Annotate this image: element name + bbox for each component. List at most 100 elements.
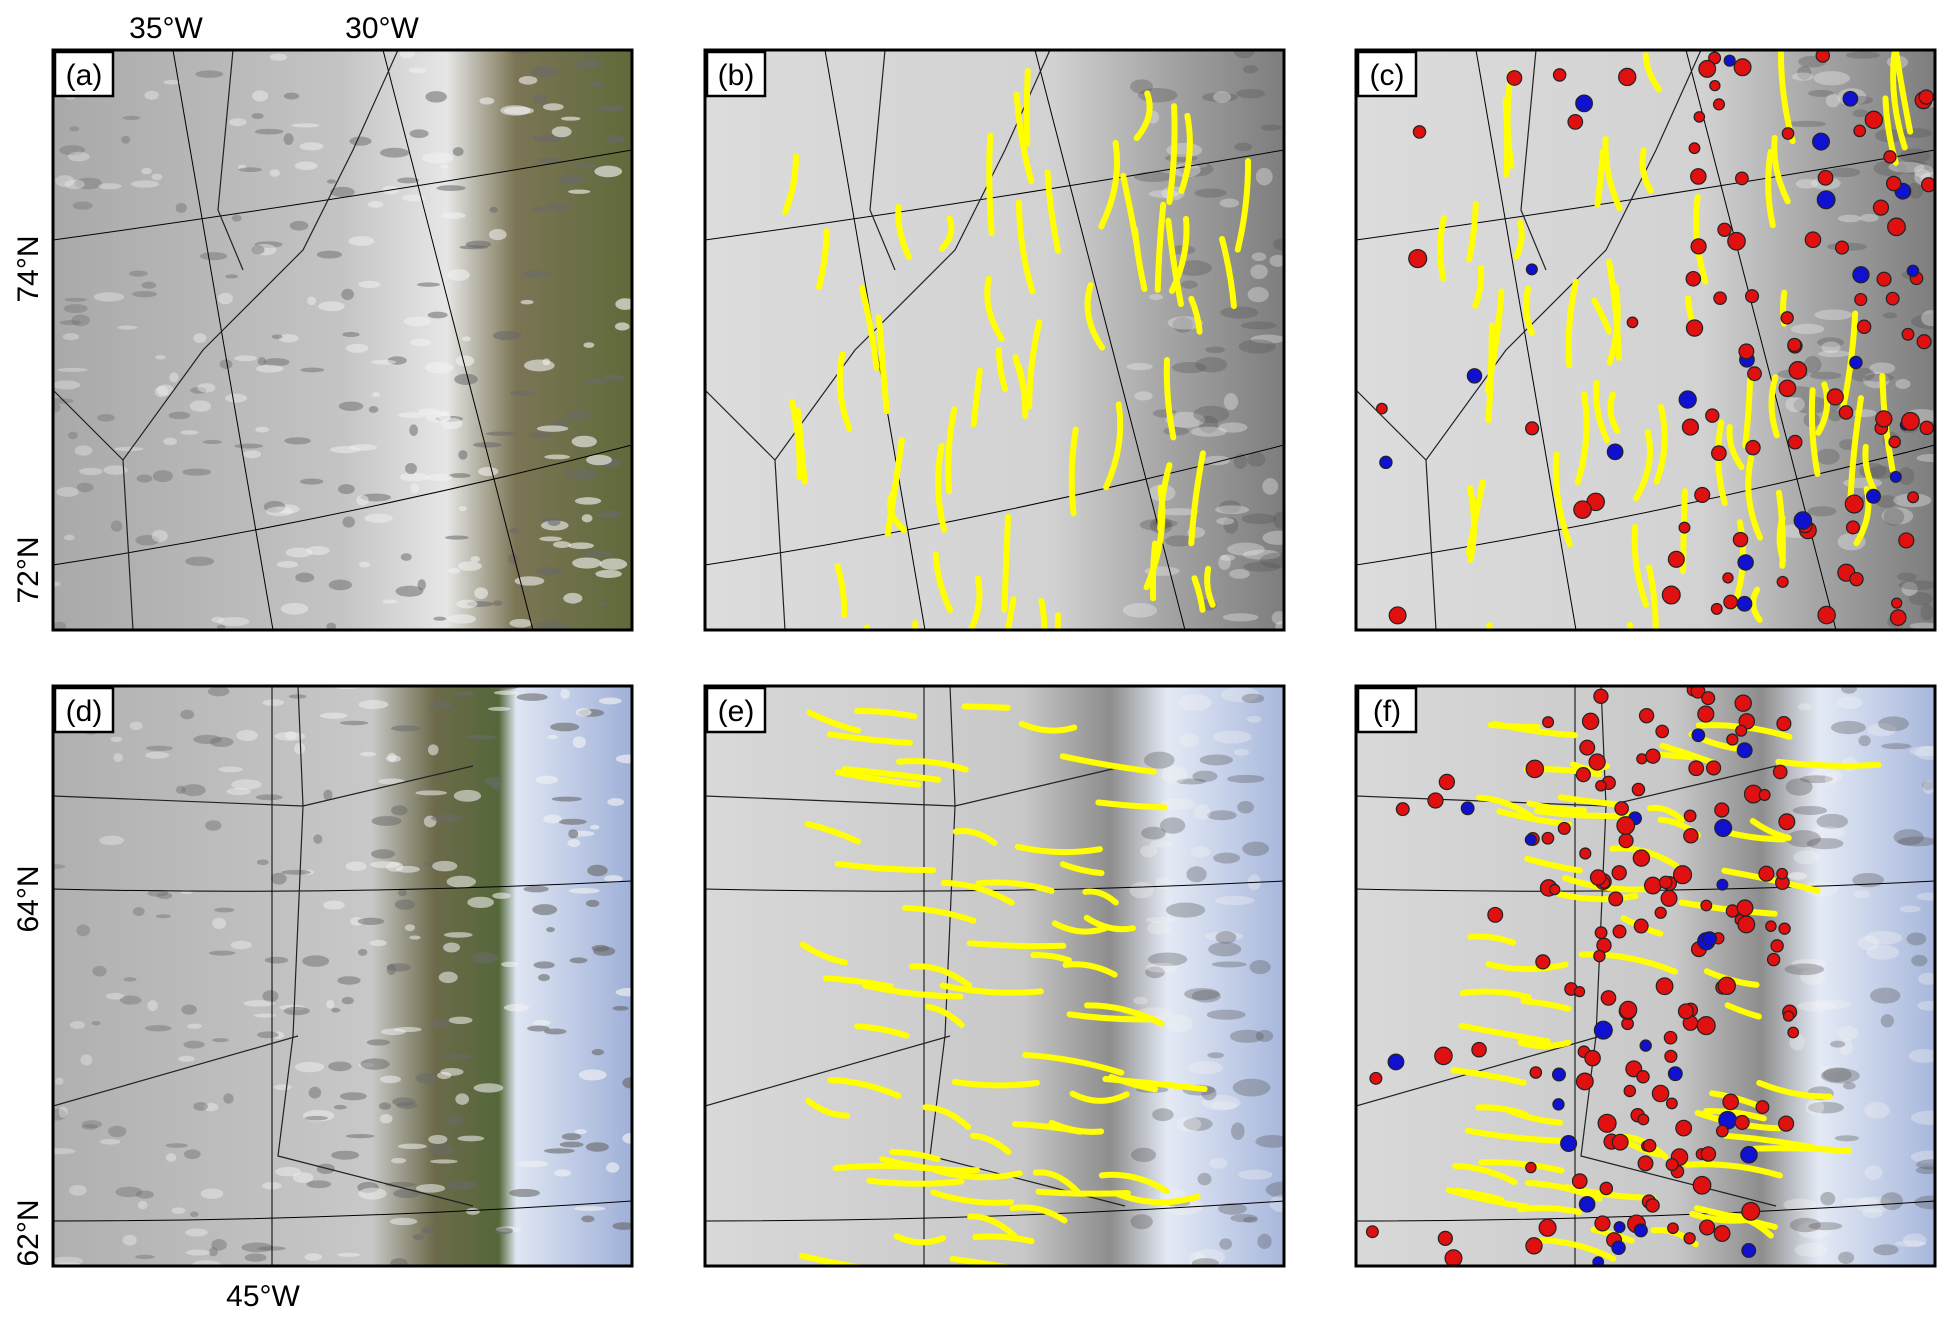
hillshade-texture <box>447 614 477 624</box>
terrain-texture <box>1821 341 1841 354</box>
subglacial-channel <box>875 314 890 415</box>
terrain-texture <box>1139 845 1158 858</box>
lake-marker <box>1714 818 1733 838</box>
lake-marker <box>1901 327 1915 341</box>
hillshade-texture <box>599 558 628 570</box>
hillshade-texture <box>551 796 583 802</box>
hillshade-texture <box>535 775 559 784</box>
lake-marker <box>1733 58 1752 77</box>
hillshade-texture <box>447 269 470 281</box>
hillshade-texture <box>157 892 173 900</box>
hillshade-texture <box>575 708 592 717</box>
hillshade-texture <box>392 1097 416 1107</box>
hillshade-texture <box>370 861 401 869</box>
subglacial-channel <box>1453 1187 1505 1203</box>
lake-marker <box>1535 954 1551 970</box>
lake-marker <box>1849 355 1863 370</box>
hillshade-texture <box>53 1108 68 1121</box>
lon-label: 30°W <box>345 12 419 45</box>
terrain-texture <box>1209 1158 1228 1169</box>
subglacial-channel <box>1526 800 1587 814</box>
subglacial-channel <box>1517 1205 1583 1216</box>
hillshade-texture <box>285 731 297 740</box>
lake-marker <box>1623 1084 1637 1098</box>
lake-marker <box>1675 1119 1693 1137</box>
terrain-texture <box>1271 611 1284 625</box>
panel-frame <box>703 48 1286 632</box>
terrain-texture <box>1213 730 1252 744</box>
terrain-texture <box>1218 1202 1247 1215</box>
hillshade-texture <box>573 1206 606 1211</box>
terrain-texture <box>1229 569 1250 579</box>
hillshade-texture <box>428 1143 454 1156</box>
lake-marker <box>1888 435 1901 449</box>
hillshade-texture <box>470 952 499 964</box>
hillshade-texture <box>214 907 235 913</box>
terrain-texture <box>1178 694 1212 711</box>
panel-label-box <box>53 50 115 98</box>
terrain-texture <box>1864 1165 1883 1180</box>
hillshade-texture <box>521 270 551 278</box>
terrain-texture <box>1262 530 1284 545</box>
terrain-texture <box>1875 495 1898 508</box>
lake-marker <box>1661 585 1681 605</box>
terrain-texture <box>1191 989 1221 1003</box>
lake-marker <box>1593 688 1609 704</box>
subglacial-channel <box>1001 513 1012 613</box>
hillshade-texture <box>271 334 283 340</box>
subglacial-channel <box>930 1189 1015 1206</box>
subglacial-channel <box>1476 794 1534 820</box>
hillshade-texture <box>438 971 458 984</box>
hillshade-texture <box>132 906 145 916</box>
hillshade-texture <box>563 592 583 604</box>
hillshade-texture <box>601 374 627 381</box>
hillshade-texture <box>358 1187 387 1200</box>
lake-marker <box>1766 952 1781 967</box>
hillshade-texture <box>530 65 559 77</box>
hillshade-texture <box>264 956 289 964</box>
panel-label: (f) <box>1373 695 1401 728</box>
hillshade-texture <box>393 1188 422 1199</box>
hillshade-texture <box>571 435 597 448</box>
hillshade-texture <box>572 469 596 480</box>
subglacial-channel <box>1011 1121 1084 1135</box>
subglacial-channel <box>835 769 922 788</box>
lake-marker <box>1551 1067 1566 1082</box>
hillshade-texture <box>560 116 581 121</box>
hillshade-texture <box>622 1132 632 1144</box>
hillshade-texture <box>591 944 610 952</box>
lake-marker <box>1690 168 1707 185</box>
subglacial-channel <box>933 1167 1023 1181</box>
hillshade-texture <box>168 411 191 420</box>
lake-marker <box>1736 742 1753 759</box>
lake-marker <box>1524 833 1537 846</box>
lake-marker <box>1735 171 1749 186</box>
lake-marker <box>1787 1026 1800 1039</box>
terrain-texture <box>1809 371 1842 380</box>
hillshade-texture <box>257 357 267 366</box>
hillshade-texture <box>122 115 141 121</box>
hillshade-texture <box>131 180 160 188</box>
hillshade-texture <box>473 442 502 448</box>
hillshade-texture <box>523 885 549 893</box>
lake-marker <box>1747 366 1762 382</box>
terrain-texture <box>1909 622 1935 630</box>
subglacial-channel <box>1593 379 1610 444</box>
subglacial-channel <box>1188 295 1203 335</box>
lake-marker <box>1697 705 1715 723</box>
hillshade-texture <box>157 384 175 396</box>
graticule-line <box>172 50 274 630</box>
hillshade-texture <box>397 1143 427 1150</box>
lake-marker <box>1643 876 1662 895</box>
map-panel <box>705 50 1284 630</box>
hillshade-texture <box>415 1184 446 1193</box>
terrain-texture <box>1921 310 1935 327</box>
hillshade-texture <box>367 200 384 208</box>
lake-marker <box>1665 1097 1678 1110</box>
subglacial-channel <box>1475 1104 1529 1118</box>
hillshade-texture <box>329 186 355 198</box>
lake-marker <box>1444 1249 1463 1266</box>
hillshade-texture <box>119 995 142 1005</box>
subglacial-channel <box>970 367 983 428</box>
hillshade-texture <box>136 474 153 483</box>
